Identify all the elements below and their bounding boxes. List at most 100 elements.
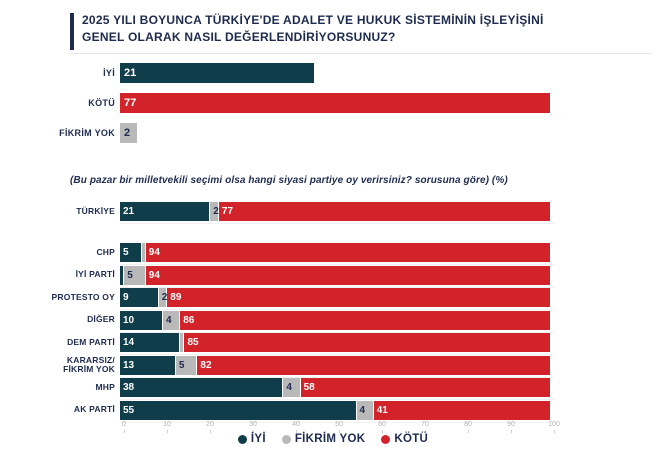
row-label-line: PROTESTO OY xyxy=(0,293,115,303)
bar-segment-kotu: 58 xyxy=(301,378,550,397)
value-label: 77 xyxy=(120,97,136,109)
bar-track: 10486 xyxy=(120,311,550,330)
party-chart-row: AK PARTİ 55 4 41 xyxy=(0,401,666,424)
value-label: 4 xyxy=(163,315,172,326)
top-chart-row: FİKRİM YOK2 xyxy=(0,123,666,143)
row-label-line: İYİ PARTİ xyxy=(0,270,115,280)
bar-segment-kotu: 41 xyxy=(374,401,550,420)
value-label: 5 xyxy=(120,247,129,258)
bar-track: 9289 xyxy=(120,288,550,307)
value-label: 21 xyxy=(120,206,134,217)
value-label: 94 xyxy=(146,247,160,258)
axis-tick-label: 50 xyxy=(335,421,343,428)
value-label: 5 xyxy=(124,270,133,281)
axis-tick-label: 90 xyxy=(507,421,515,428)
axis-tick-label: 20 xyxy=(206,421,214,428)
party-chart-row: İYİ PARTİ 5 94 xyxy=(0,266,666,289)
value-label: 2 xyxy=(120,127,130,139)
bar-segment-fikrim_yok: 2 xyxy=(159,288,168,307)
party-chart-row: MHP38 4 58 xyxy=(0,378,666,401)
value-label: 2 xyxy=(159,292,168,303)
row-label: CHP xyxy=(0,243,120,262)
bar-track: 55 4 41 xyxy=(120,401,550,420)
party-chart-row: TÜRKİYE 21 277 xyxy=(0,202,666,225)
value-label: 55 xyxy=(120,405,134,416)
row-label: MHP xyxy=(0,378,120,397)
bar-segment-fikrim_yok: 4 xyxy=(357,401,374,420)
chart-title: 2025 YILI BOYUNCA TÜRKİYE'DE ADALET VE H… xyxy=(82,12,642,46)
bar-track: 21 xyxy=(120,63,550,83)
bar-segment-kotu: 94 xyxy=(146,266,550,285)
party-chart-row: DİĞER10486 xyxy=(0,311,666,334)
row-label-line: AK PARTİ xyxy=(0,405,115,415)
party-chart-rows: TÜRKİYE21277CHP594İYİ PARTİ594PROTESTO O… xyxy=(0,202,666,423)
axis-tick-label: 30 xyxy=(249,421,257,428)
row-label: KÖTÜ xyxy=(0,98,120,108)
row-label-line: DEM PARTİ xyxy=(0,338,115,348)
value-label: 13 xyxy=(120,360,134,371)
row-label: TÜRKİYE xyxy=(0,202,120,221)
axis-tick-label: 80 xyxy=(464,421,472,428)
legend-dot-iyi xyxy=(238,435,247,444)
row-label-line: DİĞER xyxy=(0,315,115,325)
legend-item: FİKRİM YOK xyxy=(282,433,366,445)
value-label: 41 xyxy=(374,405,388,416)
bar-segment-kotu: 82 xyxy=(197,356,550,375)
axis-tick-label: 10 xyxy=(163,421,171,428)
row-label: İYİ PARTİ xyxy=(0,266,120,285)
value-label: 21 xyxy=(120,67,136,79)
bar-segment-fikrim_yok: 2 xyxy=(210,202,219,221)
party-chart-row: KARARSIZ/FİKRİM YOK13582 xyxy=(0,356,666,379)
header-divider xyxy=(70,53,652,54)
bar-segment-fikrim_yok: 5 xyxy=(124,266,146,285)
bar-track: 2 xyxy=(120,123,550,143)
bar-track: 21 277 xyxy=(120,202,550,221)
legend-item: İYİ xyxy=(238,433,266,445)
axis-tick-label: 60 xyxy=(378,421,386,428)
value-label: 77 xyxy=(219,206,233,217)
bar-iyi: 21 xyxy=(120,63,314,83)
bar-kotu: 77 xyxy=(120,93,550,113)
value-label: 94 xyxy=(146,270,160,281)
row-gridline xyxy=(120,223,554,224)
bar-segment-fikrim_yok: 4 xyxy=(283,378,300,397)
row-label: İYİ xyxy=(0,68,120,78)
bar-track: 5 94 xyxy=(120,266,550,285)
bar-track: 13 5 82 xyxy=(120,356,550,375)
value-label: 4 xyxy=(283,382,292,393)
bar-segment-iyi: 9 xyxy=(120,288,159,307)
value-label: 85 xyxy=(184,337,198,348)
bar-segment-iyi: 55 xyxy=(120,401,357,420)
bar-segment-kotu: 85 xyxy=(184,333,550,352)
bar-segment-kotu: 77 xyxy=(219,202,550,221)
value-label: 5 xyxy=(176,360,185,371)
chart-title-line2: GENEL OLARAK NASIL DEĞERLENDİRİYORSUNUZ? xyxy=(82,29,642,46)
legend-dot-fikrim_yok xyxy=(282,435,291,444)
row-label-line: CHP xyxy=(0,248,115,258)
bar-track: 14 85 xyxy=(120,333,550,352)
chart-title-line1: 2025 YILI BOYUNCA TÜRKİYE'DE ADALET VE H… xyxy=(82,12,642,29)
top-chart: İYİ21 KÖTÜ77 FİKRİM YOK2 xyxy=(0,63,666,153)
bar-track: 5 94 xyxy=(120,243,550,262)
bar-segment-iyi: 13 xyxy=(120,356,176,375)
value-label: 10 xyxy=(120,315,134,326)
axis-tick-label: 100 xyxy=(548,421,560,428)
legend-item: KÖTÜ xyxy=(381,433,428,445)
bar-segment-fikrim_yok: 5 xyxy=(176,356,198,375)
legend-label: İYİ xyxy=(251,433,266,445)
value-label: 14 xyxy=(120,337,134,348)
legend-label: FİKRİM YOK xyxy=(295,433,366,445)
row-label-line: TÜRKİYE xyxy=(0,207,115,217)
value-label: 38 xyxy=(120,382,134,393)
value-label: 4 xyxy=(357,405,366,416)
bar-segment-iyi: 21 xyxy=(120,202,210,221)
bar-segment-kotu: 94 xyxy=(146,243,550,262)
party-chart-row: DEM PARTİ 14 85 xyxy=(0,333,666,356)
top-chart-row: İYİ21 xyxy=(0,63,666,83)
top-chart-row: KÖTÜ77 xyxy=(0,93,666,113)
bar-segment-iyi: 14 xyxy=(120,333,180,352)
bar-segment-iyi: 38 xyxy=(120,378,283,397)
party-chart-row: CHP 5 94 xyxy=(0,243,666,266)
chart-subtitle: (Bu pazar bir milletvekili seçimi olsa h… xyxy=(70,175,650,186)
bar-segment-iyi: 5 xyxy=(120,243,142,262)
